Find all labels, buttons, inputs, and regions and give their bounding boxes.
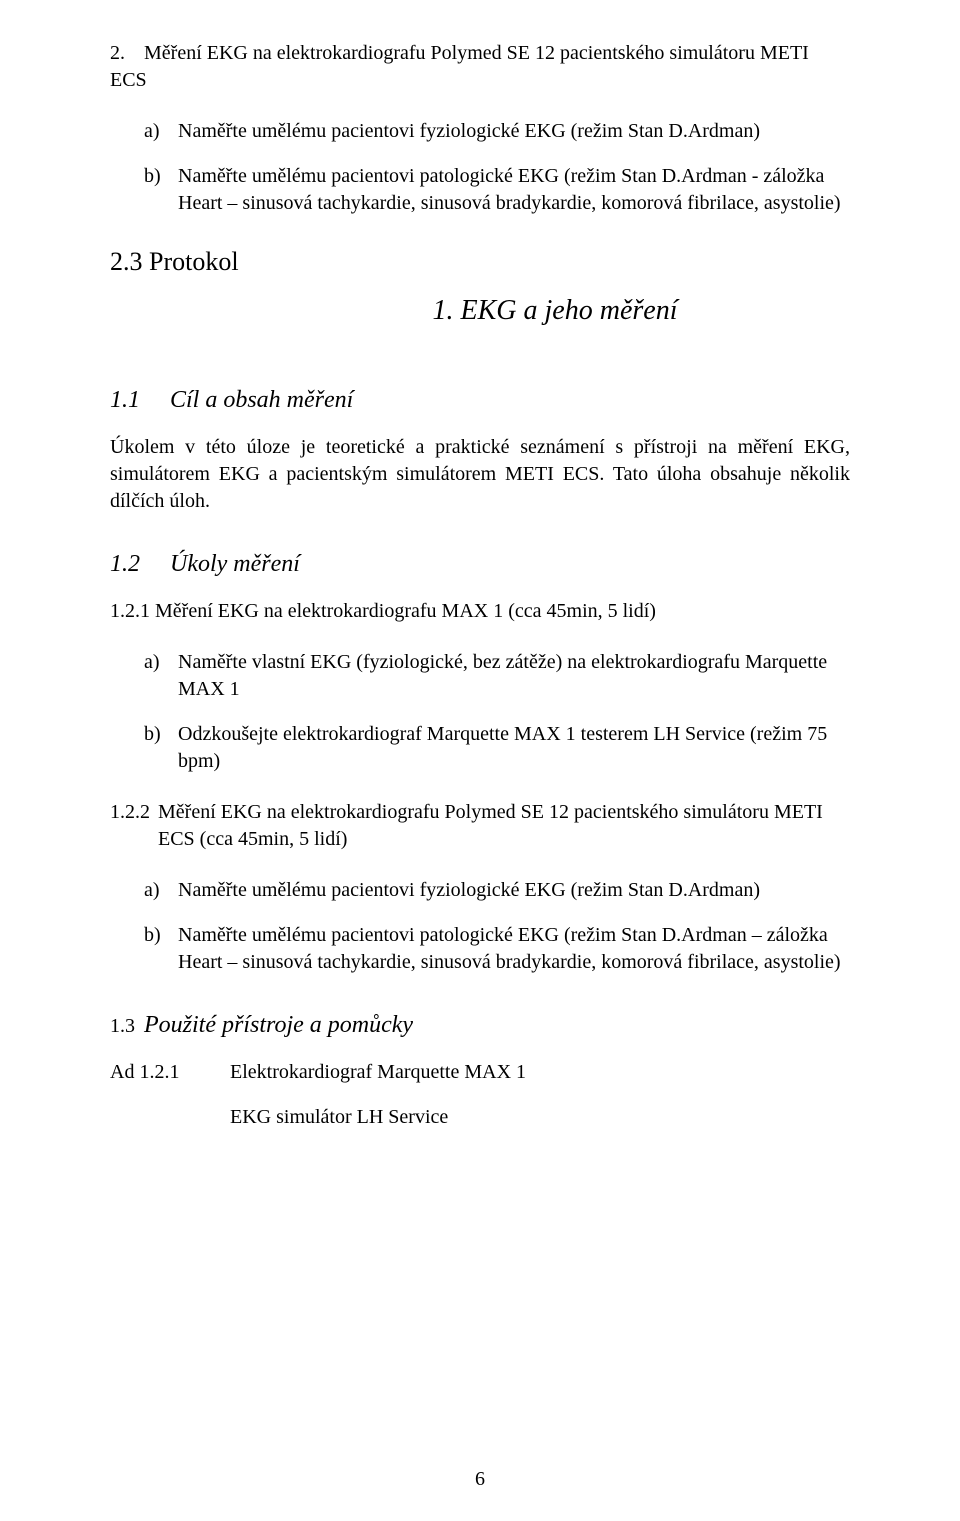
list-marker: b) <box>144 163 178 217</box>
heading-1-3-num: 1.3 <box>110 1015 144 1038</box>
list-item: b) Odzkoušejte elektrokardiograf Marquet… <box>144 721 850 775</box>
heading-1-2: 1.2Úkoly měření <box>110 551 850 578</box>
section-2-list: a) Naměřte umělému pacientovi fyziologic… <box>144 118 850 217</box>
list-item: a) Naměřte umělému pacientovi fyziologic… <box>144 118 850 145</box>
list-marker: b) <box>144 721 178 775</box>
section-2-title: Měření EKG na elektrokardiografu Polymed… <box>110 42 809 91</box>
heading-2-3-protokol: 2.3 Protokol <box>110 247 850 277</box>
list-text: Odzkoušejte elektrokardiograf Marquette … <box>178 721 850 775</box>
list-item: b) Naměřte umělému pacientovi patologick… <box>144 922 850 976</box>
ad-value: Elektrokardiograf Marquette MAX 1 <box>230 1059 850 1086</box>
list-1-2-1: a) Naměřte vlastní EKG (fyziologické, be… <box>144 649 850 775</box>
page: 2.Měření EKG na elektrokardiografu Polym… <box>0 0 960 1521</box>
list-text: Naměřte umělému pacientovi patologické E… <box>178 163 850 217</box>
heading-1-2-1: 1.2.1 Měření EKG na elektrokardiografu M… <box>110 598 850 625</box>
list-marker: b) <box>144 922 178 976</box>
heading-1-2-2: 1.2.2 Měření EKG na elektrokardiografu P… <box>110 799 850 853</box>
heading-1-2-num: 1.2 <box>110 551 170 578</box>
list-marker: a) <box>144 118 178 145</box>
list-marker: a) <box>144 649 178 703</box>
heading-1-3: 1.3Použité přístroje a pomůcky <box>110 1012 850 1039</box>
list-text: Naměřte umělému pacientovi fyziologické … <box>178 877 850 904</box>
ad-value: EKG simulátor LH Service <box>230 1104 850 1131</box>
ad-row: EKG simulátor LH Service <box>110 1104 850 1131</box>
heading-1-1-title: Cíl a obsah měření <box>170 387 353 413</box>
page-number: 6 <box>0 1468 960 1491</box>
ad-label <box>110 1104 230 1131</box>
list-marker: a) <box>144 877 178 904</box>
heading-1-1-num: 1.1 <box>110 387 170 414</box>
heading-1-3-title: Použité přístroje a pomůcky <box>144 1012 413 1038</box>
list-item: a) Naměřte vlastní EKG (fyziologické, be… <box>144 649 850 703</box>
list-item: b) Naměřte umělému pacientovi patologick… <box>144 163 850 217</box>
ad-label: Ad 1.2.1 <box>110 1059 230 1086</box>
heading-1-2-2-title: Měření EKG na elektrokardiografu Polymed… <box>158 799 850 853</box>
heading-ekg-title: 1. EKG a jeho měření <box>260 295 850 327</box>
heading-1-1: 1.1Cíl a obsah měření <box>110 387 850 414</box>
heading-1-2-title: Úkoly měření <box>170 551 300 577</box>
list-text: Naměřte umělému pacientovi patologické E… <box>178 922 850 976</box>
ad-row: Ad 1.2.1 Elektrokardiograf Marquette MAX… <box>110 1059 850 1086</box>
para-1-1: Úkolem v této úloze je teoretické a prak… <box>110 434 850 515</box>
heading-1-2-2-num: 1.2.2 <box>110 799 158 853</box>
list-text: Naměřte vlastní EKG (fyziologické, bez z… <box>178 649 850 703</box>
section-2-heading: 2.Měření EKG na elektrokardiografu Polym… <box>110 40 850 94</box>
list-item: a) Naměřte umělému pacientovi fyziologic… <box>144 877 850 904</box>
list-text: Naměřte umělému pacientovi fyziologické … <box>178 118 850 145</box>
section-2-num: 2. <box>110 40 144 67</box>
list-1-2-2: a) Naměřte umělému pacientovi fyziologic… <box>144 877 850 976</box>
